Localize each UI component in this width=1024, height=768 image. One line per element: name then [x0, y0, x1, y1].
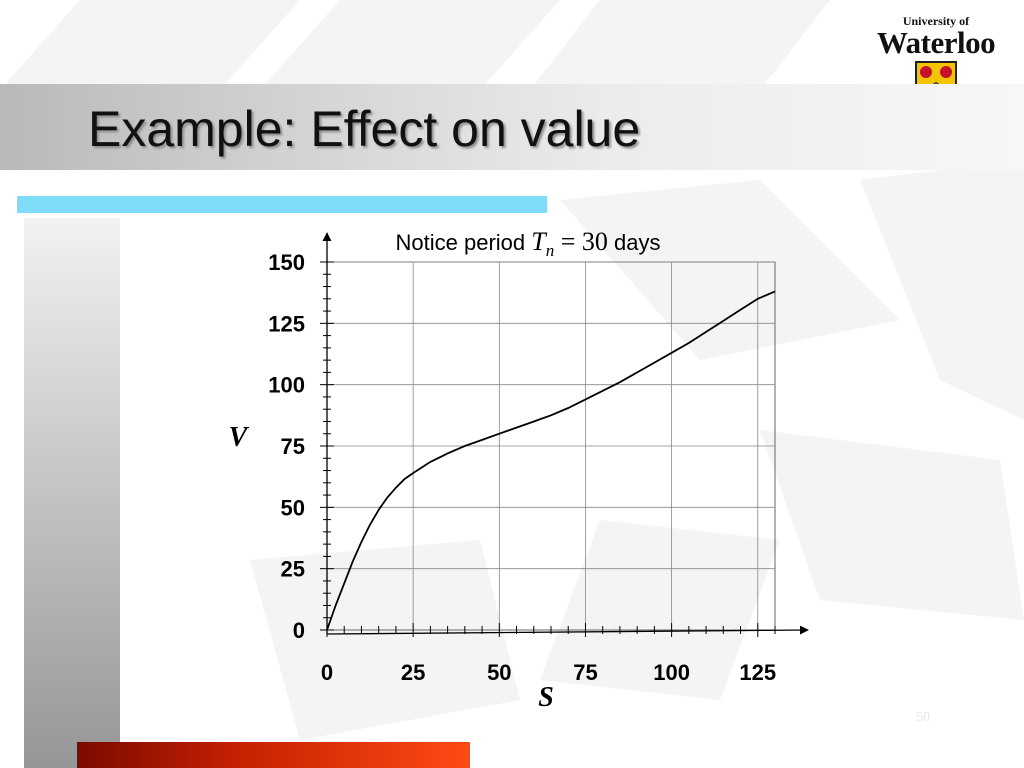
chart-title-prefix: Notice period [396, 230, 532, 255]
x-tick-label: 125 [739, 660, 776, 685]
chart-tick-labels: 0 25 50 75 100 125 0 25 50 75 100 125 150 [268, 250, 776, 685]
y-tick-label: 150 [268, 250, 305, 275]
slide-number: 50 [916, 710, 930, 725]
title-band [0, 84, 1024, 170]
logo-line-1: University of [902, 14, 970, 28]
y-axis-label: V [229, 422, 250, 453]
chart-title: Notice period Tn = 30 days [396, 227, 661, 260]
chart-title-suffix: days [608, 230, 661, 255]
x-axis [326, 625, 809, 635]
y-tick-label: 25 [281, 557, 305, 582]
accent-bar-red [77, 742, 470, 768]
chart-axes [322, 232, 809, 635]
y-tick-label: 100 [268, 373, 305, 398]
accent-bar-cyan [17, 196, 547, 213]
x-tick-label: 50 [487, 660, 511, 685]
x-axis-label: S [538, 682, 554, 713]
x-tick-label: 100 [653, 660, 690, 685]
x-tick-label: 0 [321, 660, 333, 685]
slide-title: Example: Effect on value [88, 101, 641, 157]
chart-title-equation: = 30 [554, 227, 608, 256]
series-line [326, 290, 776, 631]
chart-grid [326, 261, 776, 631]
y-tick-label: 125 [268, 311, 305, 336]
y-tick-label: 75 [281, 434, 305, 459]
x-tick-label: 75 [573, 660, 597, 685]
chart-title-subscript: n [546, 241, 555, 260]
chart-ticks [320, 261, 776, 637]
logo-line-2: Waterloo [876, 25, 996, 60]
x-tick-label: 25 [401, 660, 425, 685]
y-tick-label: 0 [293, 618, 305, 643]
chart-title-variable: T [531, 227, 547, 256]
left-gradient-band [24, 218, 120, 768]
y-tick-label: 50 [281, 495, 305, 520]
